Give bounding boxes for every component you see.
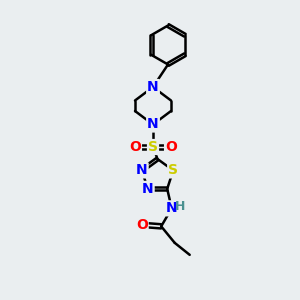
Text: S: S	[148, 140, 158, 154]
Text: H: H	[175, 200, 185, 213]
Text: N: N	[147, 118, 159, 131]
Text: N: N	[142, 182, 154, 196]
Text: N: N	[166, 201, 178, 215]
Text: O: O	[129, 140, 141, 154]
Text: O: O	[165, 140, 177, 154]
Text: N: N	[136, 164, 148, 177]
Text: O: O	[136, 218, 148, 232]
Text: N: N	[147, 80, 159, 94]
Text: S: S	[168, 164, 178, 177]
